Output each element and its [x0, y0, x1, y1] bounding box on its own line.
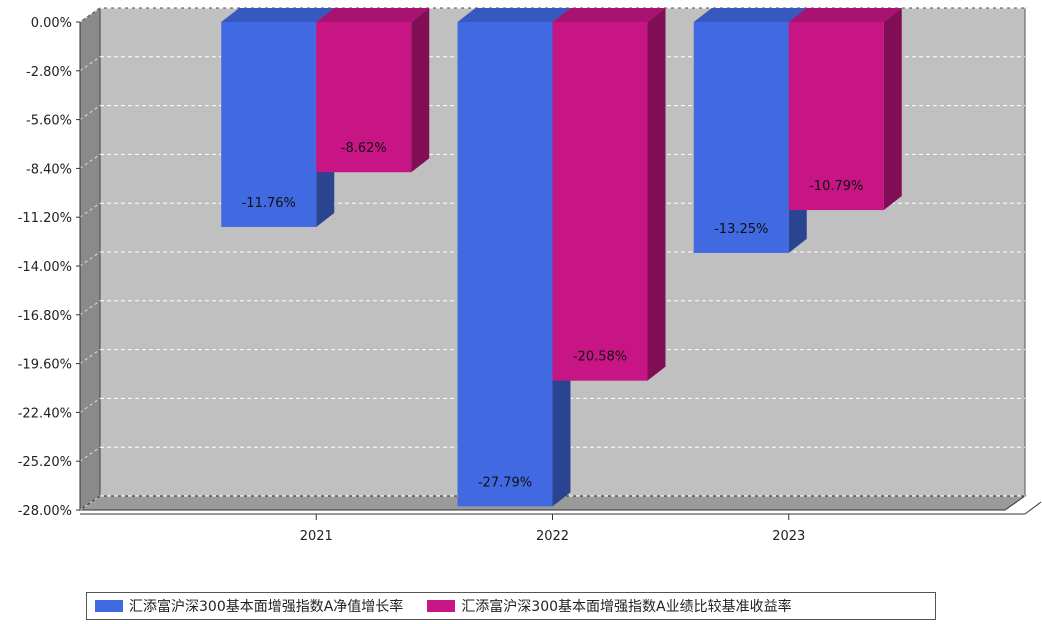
gridline-side	[79, 153, 101, 169]
legend-label-series-2: 汇添富沪深300基本面增强指数A业绩比较基准收益率	[461, 599, 792, 615]
y-tick-label: -28.00%	[18, 504, 72, 519]
legend-swatch-series-2	[427, 600, 456, 612]
y-tick-label: -19.60%	[18, 358, 72, 373]
bar-side	[647, 8, 666, 381]
bar-data-label: -10.79%	[809, 179, 863, 194]
bar	[693, 22, 789, 253]
legend-label-series-1: 汇添富沪深300基本面增强指数A净值增长率	[129, 599, 404, 615]
y-tick-label: -8.40%	[26, 162, 72, 177]
bar-top	[693, 8, 807, 22]
gridline-side	[79, 251, 101, 267]
bar-top	[788, 8, 902, 22]
legend-swatch-series-1	[95, 600, 123, 612]
x-tick-label: 2022	[536, 529, 569, 544]
gridline-side	[79, 495, 101, 511]
bar-data-label: -27.79%	[478, 475, 532, 490]
bar-side	[411, 8, 430, 173]
bar-data-label: -20.58%	[573, 350, 627, 365]
bar-side	[883, 8, 902, 211]
legend-item-series-2: 汇添富沪深300基本面增强指数A业绩比较基准收益率	[427, 596, 792, 616]
y-tick-label: -5.60%	[26, 114, 72, 129]
bar-chart: 0.00% -2.80% -5.60% -8.40% -11.20% -14.00% -16…	[18, 7, 1042, 544]
x-axis-edge	[1024, 501, 1042, 515]
y-tick-label: -11.20%	[18, 211, 72, 226]
bar-top	[316, 8, 430, 22]
bar-data-label: -13.25%	[714, 222, 768, 237]
gridline-side	[79, 397, 101, 413]
y-tick-label: -25.20%	[18, 455, 72, 470]
bar-top	[221, 8, 335, 22]
bar-top	[552, 8, 666, 22]
bar	[457, 22, 553, 507]
gridline-side	[79, 7, 101, 23]
bar-data-label: -8.62%	[341, 141, 387, 156]
y-tick-label: -2.80%	[26, 65, 72, 80]
y-tick-label: -14.00%	[18, 260, 72, 275]
bar-top	[457, 8, 571, 22]
bar	[788, 22, 884, 211]
gridline-side	[79, 300, 101, 316]
x-tick-label: 2023	[772, 529, 805, 544]
gridline-side	[79, 202, 101, 218]
y-tick-label: -22.40%	[18, 406, 72, 421]
bar	[552, 22, 648, 381]
legend-item-series-1: 汇添富沪深300基本面增强指数A净值增长率	[95, 596, 403, 616]
gridline-side	[79, 446, 101, 462]
x-tick-label: 2021	[300, 529, 333, 544]
gridline-side	[79, 349, 101, 365]
gridline-side	[79, 56, 101, 72]
y-tick-label: -16.80%	[18, 309, 72, 324]
bar	[221, 22, 317, 227]
bar-data-label: -11.76%	[242, 196, 296, 211]
gridline-side	[79, 105, 101, 121]
chart-legend: 汇添富沪深300基本面增强指数A净值增长率 汇添富沪深300基本面增强指数A业绩…	[86, 592, 936, 620]
y-tick-label: 0.00%	[31, 16, 72, 31]
bar	[316, 22, 412, 173]
